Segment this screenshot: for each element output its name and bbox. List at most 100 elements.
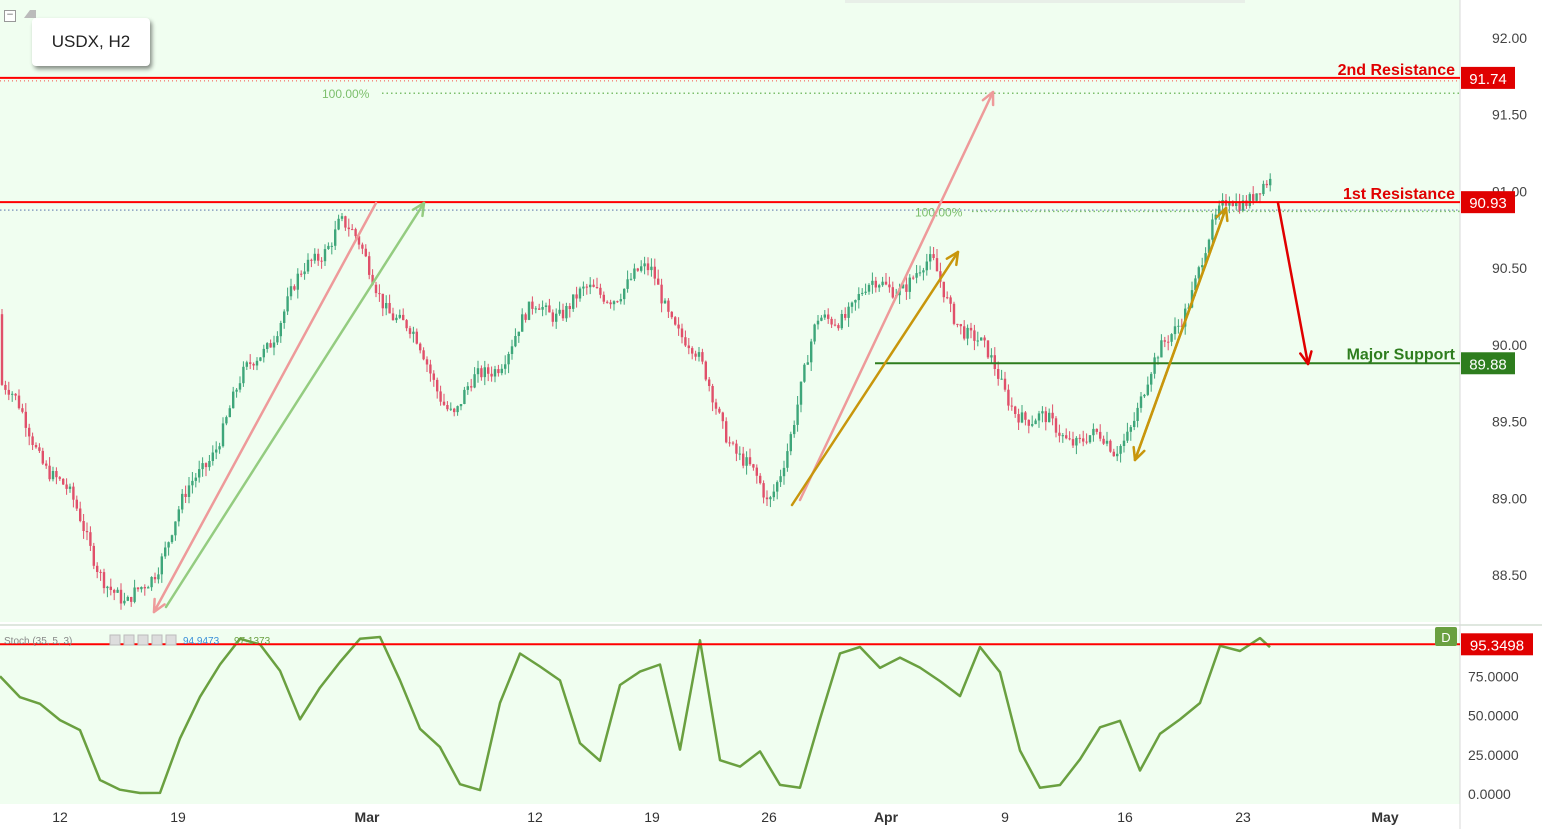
candle-body	[510, 346, 514, 354]
candle-body	[1163, 340, 1166, 342]
candle-body	[490, 373, 493, 377]
candle-body	[259, 357, 262, 361]
candle-body	[1088, 435, 1092, 443]
candle-body	[908, 277, 911, 292]
candle-body	[1078, 437, 1081, 439]
candle-body	[493, 369, 497, 377]
candle-body	[381, 293, 384, 309]
candle-body	[905, 284, 908, 292]
candle-body	[1238, 201, 1241, 211]
candle-body	[150, 577, 153, 588]
candle-body	[296, 273, 299, 290]
candle-body	[194, 477, 197, 481]
candle-body	[262, 348, 265, 358]
candle-body	[109, 586, 112, 590]
candle-body	[215, 449, 218, 453]
candle-body	[1153, 357, 1156, 374]
candle-body	[68, 486, 72, 489]
candle-body	[1218, 205, 1221, 215]
candle-body	[918, 272, 922, 274]
collapse-icon[interactable]: −	[4, 10, 16, 22]
candle-body	[796, 404, 799, 425]
candle-body	[551, 312, 554, 322]
candle-body	[153, 577, 157, 580]
candle-body	[708, 379, 711, 386]
candle-body	[408, 328, 412, 334]
candle-body	[881, 281, 884, 286]
candle-body	[82, 521, 85, 531]
candle-body	[184, 493, 187, 497]
time-tick-label: May	[1371, 809, 1398, 825]
candle-body	[871, 280, 874, 285]
candle-body	[813, 324, 816, 342]
candle-body	[218, 446, 221, 450]
time-tick-label: 19	[644, 809, 660, 825]
top-toolbar-strip	[845, 0, 1245, 3]
projection-arrow-pink-head	[152, 597, 166, 614]
candle-body	[395, 317, 398, 321]
candle-body	[1071, 439, 1075, 446]
second-resistance-label: 2nd Resistance	[1338, 62, 1455, 79]
candle-body	[952, 303, 956, 324]
candle-body	[266, 343, 269, 349]
candle-body	[697, 352, 701, 357]
candle-body	[143, 587, 146, 589]
candle-body	[354, 229, 357, 237]
candle-body	[1122, 440, 1126, 446]
arrows-layer	[152, 90, 1313, 614]
candle-body	[925, 261, 928, 271]
candle-body	[191, 480, 194, 486]
candle-body	[1143, 394, 1146, 397]
candle-body	[58, 477, 61, 479]
candle-body	[374, 284, 378, 294]
candle-body	[949, 297, 952, 304]
candle-body	[357, 236, 361, 245]
candle-body	[694, 353, 697, 357]
candle-body	[589, 284, 592, 288]
candle-body	[283, 311, 286, 323]
candle-body	[1041, 411, 1044, 414]
candle-body	[351, 229, 354, 231]
candle-body	[96, 565, 99, 572]
candle-body	[718, 408, 721, 413]
candle-body	[993, 355, 996, 369]
candle-body	[827, 314, 830, 319]
candle-body	[1252, 194, 1255, 201]
candle-body	[391, 313, 395, 321]
candle-body	[14, 393, 17, 396]
candle-body	[500, 368, 503, 374]
levels-layer: 100.00% 100.00% 2nd Resistance 1st Resistan…	[0, 62, 1460, 365]
candle-body	[521, 314, 524, 332]
candle-body	[405, 320, 408, 329]
candle-body	[1031, 424, 1034, 426]
time-tick-label: 12	[527, 809, 543, 825]
stoch-d-badge[interactable]	[1435, 627, 1457, 646]
candle-body	[55, 471, 58, 478]
candle-body	[782, 467, 786, 477]
candle-body	[1170, 334, 1173, 342]
candle-body	[164, 547, 167, 557]
candle-body	[1112, 451, 1115, 457]
candle-body	[721, 412, 724, 422]
candle-body	[123, 600, 126, 604]
candle-body	[255, 360, 259, 366]
candle-body	[1017, 414, 1020, 423]
first-resistance-label: 1st Resistance	[1343, 186, 1455, 203]
candle-body	[915, 273, 918, 278]
candle-body	[51, 471, 55, 480]
candle-body	[187, 485, 191, 497]
candle-body	[473, 374, 476, 388]
candle-body	[561, 309, 565, 319]
stoch-current-bg	[1461, 633, 1533, 656]
major-support-price: 89.88	[1469, 356, 1507, 373]
price-tick-label: 90.50	[1492, 260, 1527, 276]
candle-body	[714, 402, 718, 409]
candle-body	[1129, 427, 1132, 432]
candle-body	[415, 331, 418, 344]
candle-body	[480, 368, 483, 378]
candle-body	[803, 364, 806, 382]
candle-body	[956, 323, 959, 325]
candle-body	[847, 306, 850, 318]
first-resistance-price: 90.93	[1469, 195, 1507, 212]
